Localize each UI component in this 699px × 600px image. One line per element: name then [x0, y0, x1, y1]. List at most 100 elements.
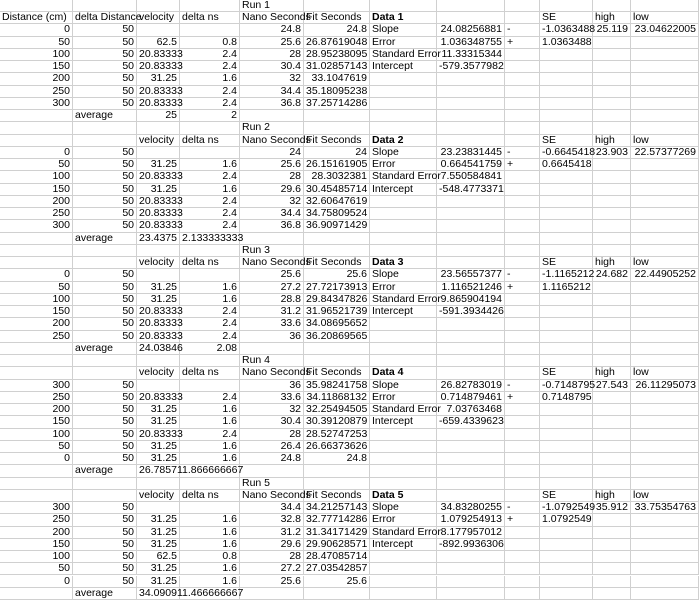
empty-cell	[0, 342, 73, 356]
text-cell: Distance (cm)	[0, 12, 73, 25]
text-cell: average	[73, 587, 137, 600]
empty-cell	[304, 244, 370, 258]
number-cell: 2.08	[180, 342, 240, 356]
empty-cell	[540, 587, 593, 600]
empty-cell	[0, 257, 73, 270]
empty-cell	[437, 563, 505, 576]
number-cell: 20.83333	[137, 219, 183, 233]
empty-cell	[631, 342, 699, 356]
empty-cell	[304, 465, 370, 478]
empty-cell	[505, 489, 540, 503]
number-cell: 0	[0, 575, 73, 588]
number-cell: 27.2	[240, 281, 304, 294]
empty-cell	[631, 183, 699, 196]
empty-cell	[370, 477, 437, 490]
empty-cell	[540, 416, 593, 429]
text-cell: velocity	[137, 367, 180, 380]
text-cell: Fit Seconds	[304, 257, 370, 270]
number-cell: 1.6	[180, 183, 240, 196]
empty-cell	[505, 367, 540, 380]
empty-cell	[593, 281, 631, 294]
number-cell: 1.6	[180, 293, 240, 307]
text-cell: delta ns	[180, 367, 240, 380]
number-cell: 32.25494505	[304, 403, 370, 417]
text-cell: SE	[540, 489, 593, 503]
number-cell: 150	[0, 183, 73, 196]
empty-cell	[437, 208, 505, 221]
number-cell: 36.8	[240, 97, 304, 111]
empty-cell	[370, 97, 437, 111]
empty-cell	[593, 159, 631, 172]
number-cell: 28.52747253	[304, 428, 370, 441]
empty-cell	[180, 0, 240, 13]
empty-cell	[137, 122, 180, 135]
number-cell: 30.39120879	[304, 416, 370, 429]
number-cell: 34.11868132	[304, 391, 370, 405]
number-cell: 9.865904194	[437, 293, 505, 307]
empty-cell	[370, 342, 437, 356]
empty-cell	[631, 73, 699, 86]
empty-cell	[505, 257, 540, 270]
number-cell: -892.9936306	[437, 537, 505, 551]
number-cell: 1.1165212	[540, 281, 593, 294]
number-cell: 28	[240, 550, 304, 564]
number-cell: 1.6	[180, 281, 240, 294]
text-cell: Run 5	[240, 477, 304, 490]
empty-cell	[437, 489, 505, 503]
number-cell: 24.682	[593, 269, 631, 282]
number-cell: 26.82783019	[437, 379, 505, 392]
empty-cell	[73, 489, 137, 503]
empty-cell	[180, 477, 240, 490]
empty-cell	[370, 575, 437, 588]
empty-cell	[631, 48, 699, 62]
number-cell: 0.714879461	[437, 391, 505, 405]
number-cell: 34.08695652	[304, 318, 370, 331]
number-cell: 1.6	[180, 526, 240, 539]
text-cell: delta Distance	[73, 11, 142, 25]
empty-cell	[631, 477, 699, 490]
empty-cell	[540, 526, 593, 539]
empty-cell	[540, 551, 593, 564]
text-cell: high	[593, 257, 631, 270]
empty-cell	[437, 428, 505, 441]
number-cell: 20.83333	[137, 329, 183, 343]
number-cell: 29.6	[240, 183, 304, 196]
number-cell: 1.116521246	[437, 281, 505, 294]
number-cell: -1.0792549	[540, 501, 596, 515]
empty-cell	[304, 477, 370, 490]
empty-cell	[631, 220, 699, 233]
number-cell: 50	[73, 550, 137, 564]
empty-cell	[505, 61, 540, 74]
number-cell: 24.03846	[137, 341, 183, 356]
empty-cell	[631, 306, 699, 319]
number-cell: 28	[240, 428, 304, 441]
number-cell: 200	[0, 526, 73, 539]
empty-cell	[73, 0, 137, 13]
empty-cell	[631, 208, 699, 221]
text-cell: Nano Seconds	[240, 11, 311, 25]
number-cell: 100	[0, 550, 73, 564]
empty-cell	[505, 428, 540, 441]
empty-cell	[593, 85, 631, 98]
number-cell: 24	[304, 146, 370, 160]
empty-cell	[631, 453, 699, 466]
number-cell: -1.0363488	[540, 23, 596, 37]
number-cell: 2.4	[180, 195, 240, 209]
empty-cell	[593, 0, 631, 13]
text-cell: -	[505, 501, 540, 515]
number-cell: 30.4	[240, 416, 304, 429]
empty-cell	[0, 232, 73, 245]
number-cell: 26.66373626	[304, 440, 370, 454]
number-cell: 33.6	[240, 318, 304, 331]
number-cell: 24.8	[240, 24, 304, 37]
empty-cell	[540, 48, 593, 62]
empty-cell	[437, 551, 505, 564]
number-cell: 24.08256881	[437, 24, 505, 37]
empty-cell	[540, 538, 593, 551]
number-cell: 11.33315344	[437, 48, 505, 62]
number-cell: 50	[73, 61, 137, 74]
empty-cell	[304, 0, 370, 13]
text-cell: Intercept	[370, 306, 437, 319]
empty-cell	[593, 195, 631, 209]
number-cell: 2.4	[180, 220, 240, 233]
